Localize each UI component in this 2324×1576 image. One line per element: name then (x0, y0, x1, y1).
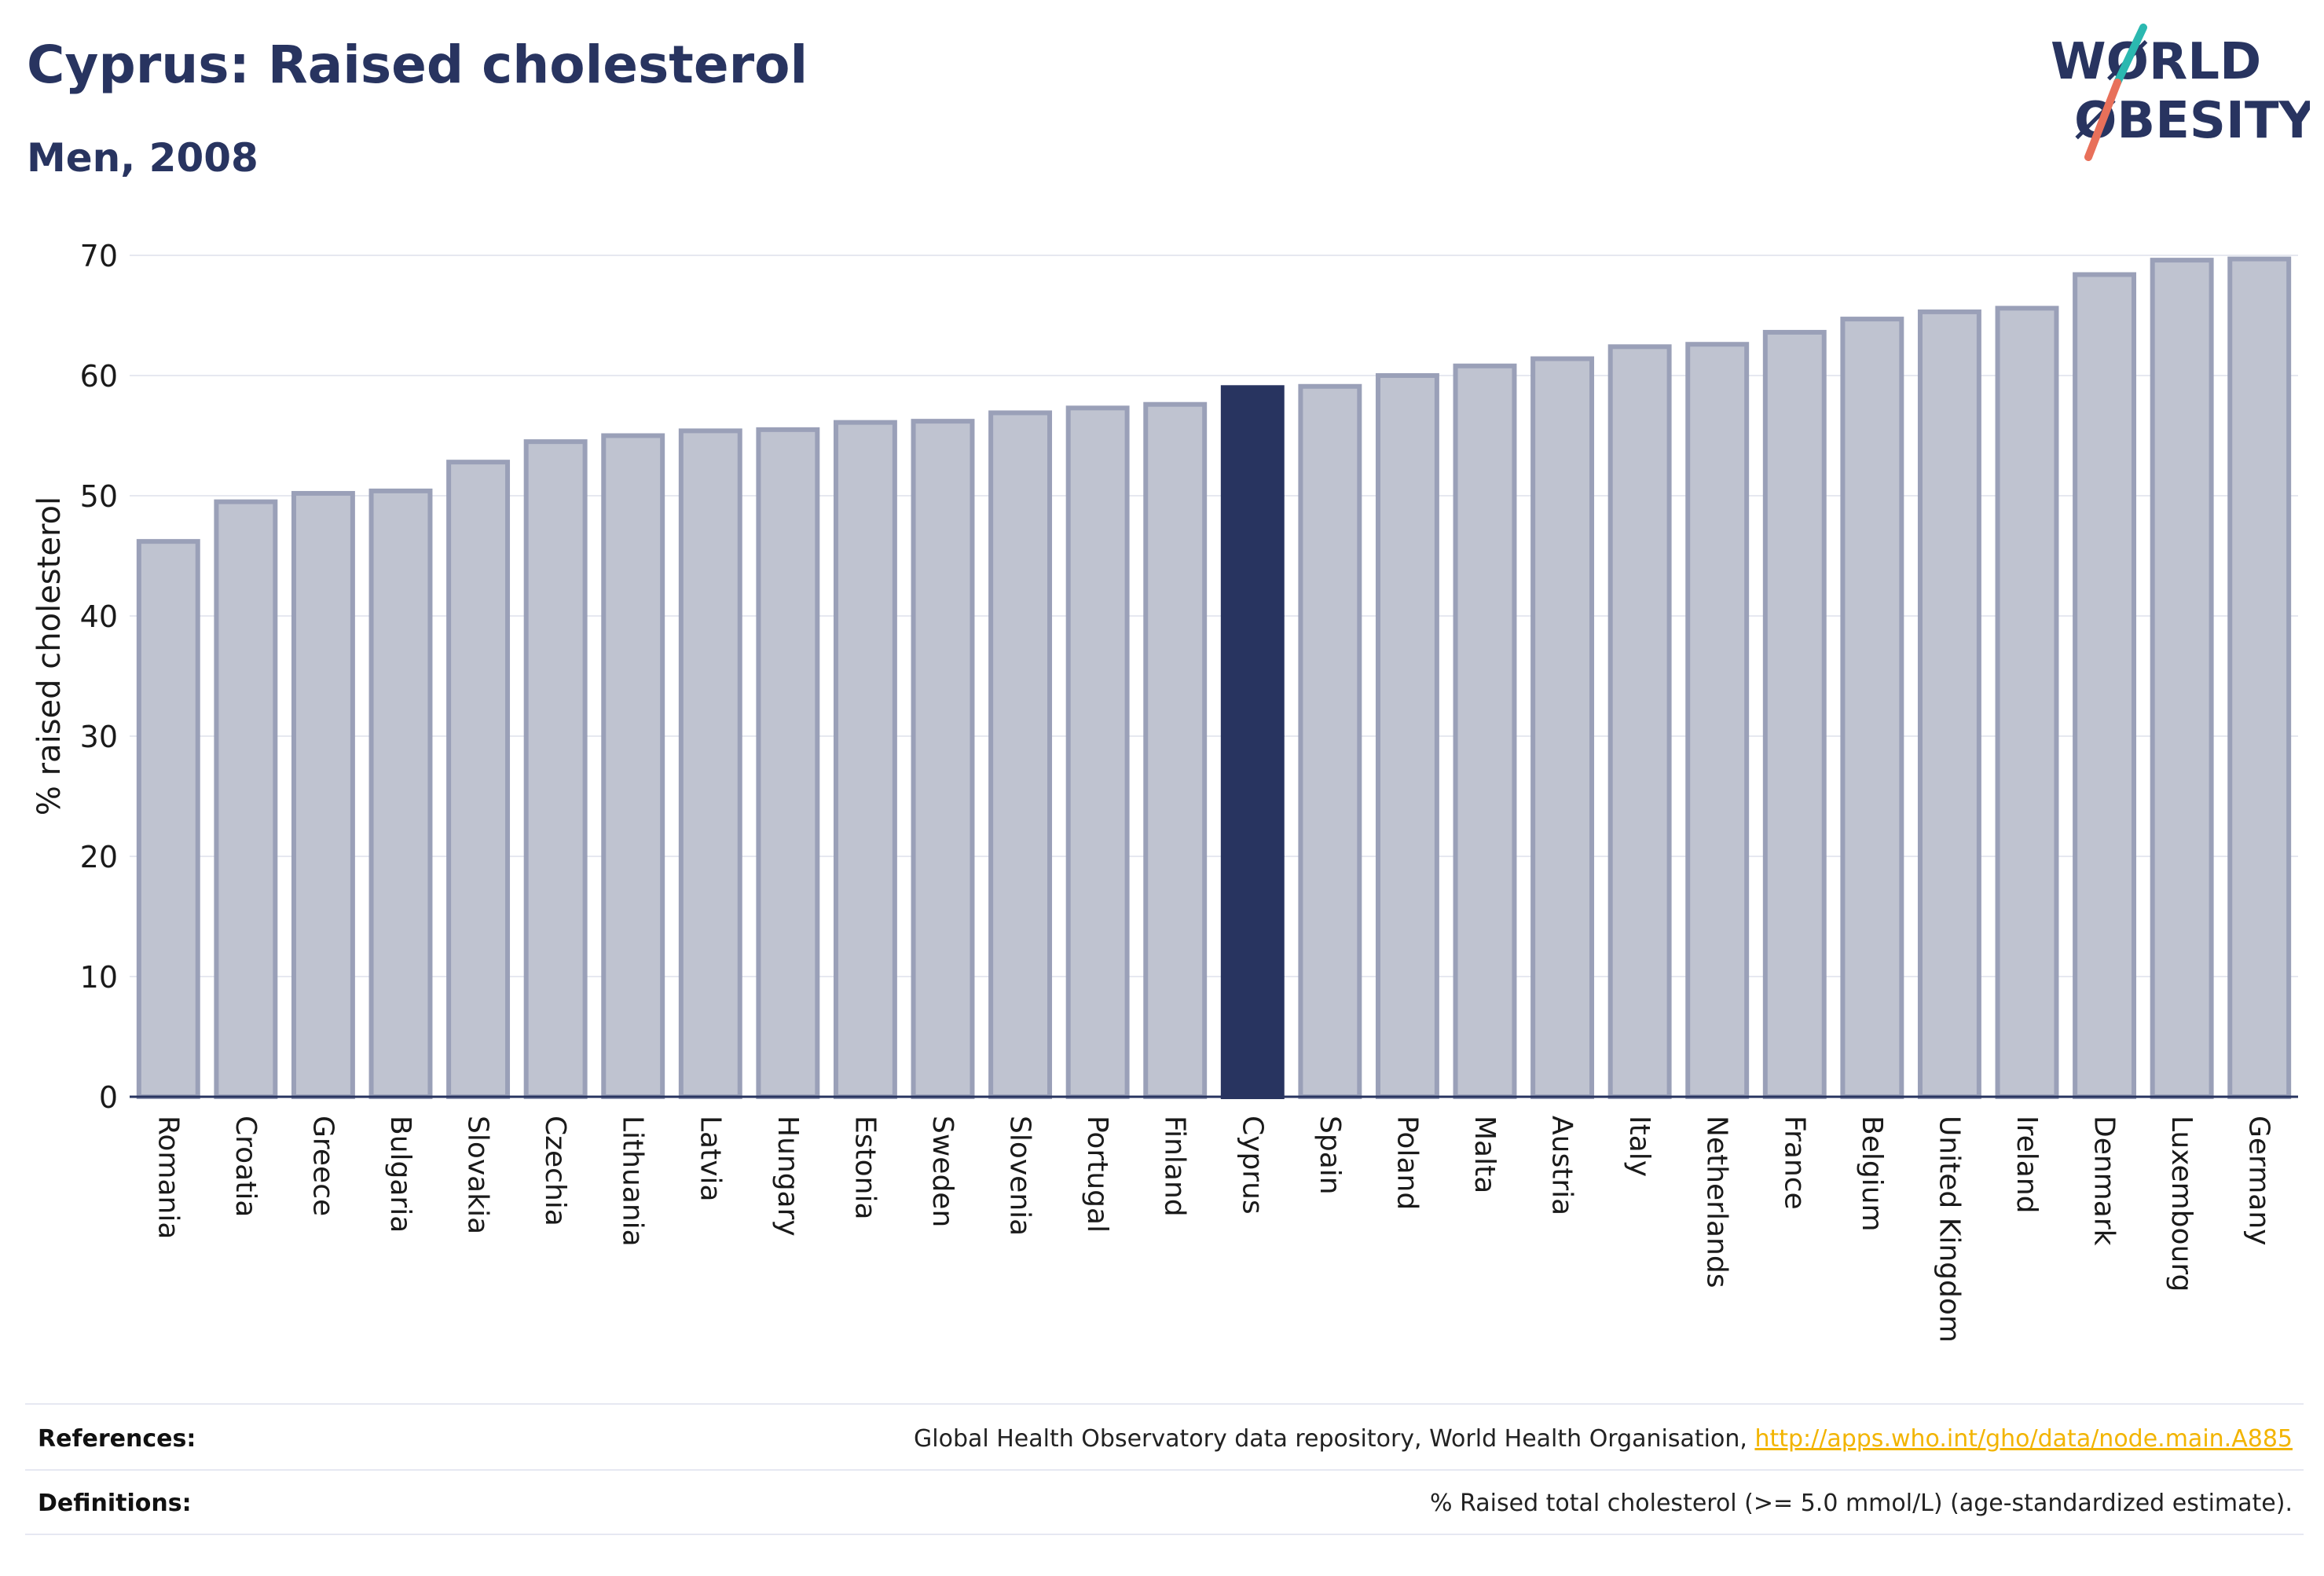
x-tick-label: Netherlands (1701, 1116, 1733, 1288)
x-tick-label: Greece (306, 1116, 339, 1216)
x-tick-label: Luxembourg (2165, 1116, 2198, 1292)
bar (756, 427, 820, 1099)
bar (523, 439, 588, 1099)
x-tick-label: Bulgaria (384, 1116, 416, 1233)
logo-slash-bottom (2084, 79, 2121, 161)
bar (214, 499, 278, 1099)
references-text: Global Health Observatory data repositor… (914, 1425, 1755, 1453)
world-obesity-logo: WØRLD ØBESITY (2051, 24, 2310, 161)
bar (446, 460, 511, 1099)
x-tick-label: Germany (2243, 1116, 2275, 1245)
bar (1065, 405, 1130, 1099)
bar (1143, 401, 1208, 1099)
bar (911, 419, 975, 1099)
bar (1995, 306, 2059, 1099)
x-tick-label: Cyprus (1236, 1116, 1268, 1215)
references-value: Global Health Observatory data repositor… (914, 1425, 2293, 1453)
y-tick-labels: 0 10 20 30 40 50 60 70 (80, 239, 118, 1115)
x-tick-label: Ireland (2011, 1116, 2043, 1214)
y-axis-label: % raised cholesterol (31, 497, 68, 815)
y-tick-label: 50 (80, 479, 118, 514)
bar (601, 433, 665, 1099)
y-tick-label: 40 (80, 599, 118, 634)
bar-chart: 0 10 20 30 40 50 60 70 Romania Croatia Greece Bulg… (31, 239, 2298, 1343)
bar (1607, 344, 1672, 1099)
definitions-value: % Raised total cholesterol (>= 5.0 mmol/… (1430, 1490, 2293, 1517)
footer-divider (25, 1469, 2304, 1471)
x-tick-label: Hungary (772, 1116, 804, 1237)
x-tick-label: United Kingdom (1933, 1116, 1965, 1343)
x-tick-label: Portugal (1081, 1116, 1113, 1233)
y-tick-label: 20 (80, 840, 118, 874)
bar (678, 428, 742, 1099)
y-tick-label: 10 (80, 960, 118, 995)
bar (1840, 317, 1904, 1099)
bar (1375, 373, 1439, 1099)
y-tick-label: 0 (99, 1080, 118, 1115)
x-tick-label: Slovakia (462, 1116, 494, 1234)
x-tick-label: Latvia (694, 1116, 726, 1202)
logo-text-world: WØRLD (2051, 33, 2261, 91)
x-tick-label: France (1778, 1116, 1810, 1210)
x-tick-label: Italy (1623, 1116, 1655, 1177)
references-label: References: (38, 1425, 196, 1453)
x-tick-label: Sweden (926, 1116, 959, 1227)
y-tick-label: 70 (80, 239, 118, 273)
bar (368, 488, 433, 1099)
x-tick-label: Lithuania (617, 1116, 649, 1247)
bar-highlighted (1220, 385, 1285, 1099)
bar (1917, 309, 1981, 1100)
bar (1530, 356, 1595, 1099)
footer-divider (25, 1534, 2304, 1535)
x-tick-label: Romania (152, 1116, 184, 1239)
x-tick-label: Spain (1314, 1116, 1346, 1195)
bar (1685, 342, 1750, 1100)
page-title: Cyprus: Raised cholesterol (27, 35, 808, 95)
x-tick-label: Denmark (2088, 1116, 2121, 1246)
x-tick-label: Estonia (849, 1116, 881, 1220)
bar (833, 420, 897, 1099)
logo-slash-top (2113, 24, 2147, 86)
bar (2227, 256, 2292, 1100)
x-tick-label: Belgium (1856, 1116, 1888, 1232)
bar (1298, 383, 1362, 1099)
bars (136, 256, 2292, 1100)
bar (2073, 272, 2137, 1100)
x-tick-label: Croatia (229, 1116, 262, 1217)
definitions-label: Definitions: (38, 1490, 192, 1517)
bar (291, 490, 355, 1099)
x-tick-label: Poland (1391, 1116, 1423, 1210)
bar (1453, 363, 1517, 1099)
x-tick-label: Austria (1546, 1116, 1578, 1215)
page-subtitle: Men, 2008 (27, 135, 258, 181)
bar (1762, 329, 1827, 1100)
y-tick-label: 30 (80, 720, 118, 754)
bar (988, 410, 1053, 1099)
references-link[interactable]: http://apps.who.int/gho/data/node.main.A… (1754, 1425, 2293, 1453)
x-tick-label: Czechia (539, 1116, 571, 1226)
x-tick-label: Finland (1159, 1116, 1191, 1217)
footer-divider (25, 1403, 2304, 1405)
x-tick-label: Slovenia (1004, 1116, 1036, 1236)
x-tick-labels: Romania Croatia Greece Bulgaria Slovakia Czec… (152, 1116, 2275, 1343)
bar (2150, 258, 2214, 1099)
y-tick-label: 60 (80, 359, 118, 394)
bar (136, 539, 200, 1099)
x-tick-label: Malta (1468, 1116, 1501, 1193)
